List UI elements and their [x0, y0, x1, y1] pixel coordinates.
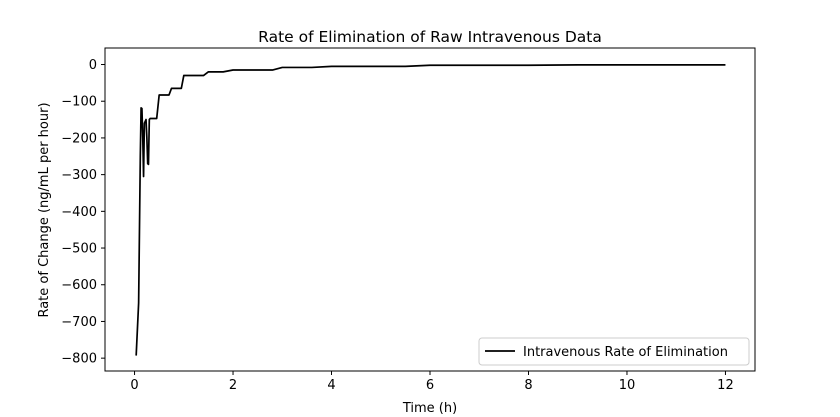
axes: 0 2 4 6 8 10 12 0 −100 −200 −300 −400 −500 −600 −700 −8…: [61, 58, 733, 393]
y-tick-label: −200: [61, 131, 97, 146]
x-tick-label: 12: [717, 378, 734, 393]
y-tick-label: −600: [61, 278, 97, 293]
x-axis-label: Time (h): [402, 401, 457, 416]
legend: Intravenous Rate of Elimination: [478, 337, 750, 366]
axes-frame: [104, 47, 756, 372]
y-tick-label: −700: [61, 315, 97, 330]
x-tick-label: 2: [229, 378, 237, 393]
x-tick-label: 8: [524, 378, 532, 393]
y-tick-label: 0: [89, 58, 97, 73]
y-tick-label: −800: [61, 352, 97, 367]
y-axis-label: Rate of Change (ng/mL per hour): [37, 102, 52, 317]
x-tick-label: 0: [130, 378, 138, 393]
y-tick-label: −400: [61, 205, 97, 220]
legend-entry: Intravenous Rate of Elimination: [523, 345, 728, 360]
y-tick-label: −300: [61, 168, 97, 183]
x-tick-label: 10: [619, 378, 636, 393]
plot-area: [135, 64, 726, 356]
chart-title: Rate of Elimination of Raw Intravenous D…: [258, 28, 602, 46]
x-tick-label: 4: [327, 378, 335, 393]
y-tick-label: −500: [61, 242, 97, 257]
legend-box: [478, 337, 750, 366]
series-line: [135, 64, 726, 356]
x-tick-label: 6: [426, 378, 434, 393]
y-tick-label: −100: [61, 95, 97, 110]
